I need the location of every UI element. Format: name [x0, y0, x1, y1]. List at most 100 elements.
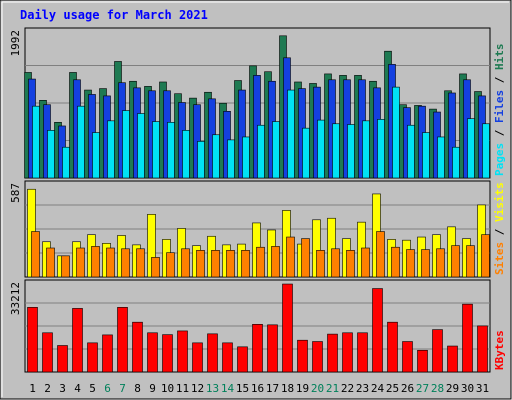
bar-kbytes-day-23: [357, 332, 368, 373]
series-pages: [32, 86, 490, 179]
bar-kbytes-day-18: [282, 283, 293, 373]
x-tick-label-day-7: 7: [119, 382, 126, 395]
x-tick-label-day-5: 5: [89, 382, 96, 395]
bar-sites-day-4: [76, 247, 85, 278]
bar-sites-day-25: [391, 246, 400, 278]
bar-kbytes-day-21: [327, 333, 338, 373]
bar-sites-day-2: [46, 247, 55, 278]
panel-max-label: 587: [9, 183, 22, 203]
series-label-pages: Pages: [493, 143, 506, 176]
bar-kbytes-day-25: [387, 321, 398, 373]
bar-kbytes-day-16: [252, 324, 263, 373]
x-tick-label-day-3: 3: [59, 382, 66, 395]
bar-kbytes-day-5: [87, 342, 98, 373]
x-tick-label-day-4: 4: [74, 382, 81, 395]
bar-pages-day-7: [122, 110, 130, 179]
series-label-kbytes: KBytes: [493, 330, 506, 370]
x-tick-label-day-14: 14: [221, 382, 235, 395]
x-tick-label-day-13: 13: [206, 382, 219, 395]
series-label-files: Files: [493, 90, 506, 123]
series-hits: [24, 35, 482, 179]
bar-pages-day-23: [362, 120, 370, 179]
x-tick-label-day-23: 23: [356, 382, 369, 395]
bar-pages-day-17: [272, 121, 280, 179]
series-files: [28, 57, 486, 179]
bar-sites-day-29: [451, 245, 460, 278]
panel-max-label: 33212: [9, 282, 22, 315]
bar-pages-day-2: [47, 130, 55, 179]
series-sites: [31, 231, 490, 278]
bar-kbytes-day-13: [207, 333, 218, 373]
bar-kbytes-day-17: [267, 324, 278, 373]
bar-sites-day-11: [181, 248, 190, 278]
bar-pages-day-1: [32, 105, 40, 179]
bar-kbytes-day-15: [237, 346, 248, 373]
bar-sites-day-10: [166, 252, 175, 278]
bar-sites-day-13: [211, 250, 220, 278]
bar-pages-day-11: [182, 130, 190, 179]
bar-pages-day-3: [62, 146, 70, 179]
bar-sites-day-17: [271, 246, 280, 278]
x-tick-label-day-27: 27: [416, 382, 429, 395]
bar-sites-day-30: [466, 245, 475, 278]
bar-sites-day-24: [376, 231, 385, 278]
bar-sites-day-31: [481, 234, 490, 278]
x-tick-label-day-30: 30: [461, 382, 474, 395]
bar-pages-day-22: [347, 124, 355, 179]
panel-series-labels: KBytes: [493, 330, 506, 370]
bar-pages-day-19: [302, 127, 310, 179]
bar-kbytes-day-8: [132, 321, 143, 373]
bar-pages-day-14: [227, 139, 235, 179]
chart-panels: 1992 Pages / Files / Hits 587 Sites / Visit…: [9, 27, 506, 373]
series-label-hits: Hits: [493, 44, 506, 71]
bar-pages-day-28: [437, 136, 445, 179]
bar-kbytes-day-29: [447, 345, 458, 373]
bar-kbytes-day-27: [417, 349, 428, 373]
bar-sites-day-3: [61, 255, 70, 278]
series-kbytes: [27, 283, 488, 373]
bar-sites-day-1: [31, 231, 40, 278]
series-label-sites: Sites: [493, 242, 506, 275]
bar-pages-day-4: [77, 105, 85, 179]
bar-pages-day-15: [242, 136, 250, 179]
bar-sites-day-20: [316, 250, 325, 278]
x-tick-label-day-16: 16: [251, 382, 264, 395]
x-tick-label-day-29: 29: [446, 382, 459, 395]
bar-sites-day-16: [256, 246, 265, 278]
bar-kbytes-day-26: [402, 341, 413, 373]
bar-pages-day-8: [137, 113, 145, 179]
x-tick-label-day-25: 25: [386, 382, 399, 395]
x-tick-label-day-8: 8: [134, 382, 141, 395]
bar-kbytes-day-11: [177, 330, 188, 373]
x-tick-label-day-26: 26: [401, 382, 414, 395]
x-tick-label-day-21: 21: [326, 382, 339, 395]
bar-kbytes-day-7: [117, 307, 128, 373]
x-tick-label-day-31: 31: [476, 382, 489, 395]
bar-sites-day-21: [331, 248, 340, 278]
x-tick-label-day-19: 19: [296, 382, 309, 395]
bar-files-day-29: [448, 92, 456, 179]
panel-series-labels: Sites / Visits: [493, 182, 506, 275]
bar-pages-day-30: [467, 118, 475, 179]
x-tick-label-day-10: 10: [161, 382, 174, 395]
bar-kbytes-day-6: [102, 334, 113, 373]
bar-sites-day-14: [226, 250, 235, 278]
x-tick-label-day-6: 6: [104, 382, 111, 395]
bar-files-day-15: [238, 89, 246, 179]
bar-pages-day-10: [167, 121, 175, 179]
x-tick-label-day-15: 15: [236, 382, 249, 395]
bar-sites-day-19: [301, 238, 310, 278]
panel-kbytes: 33212 KBytes: [9, 279, 506, 373]
x-tick-label-day-1: 1: [29, 382, 36, 395]
x-tick-label-day-22: 22: [341, 382, 354, 395]
x-tick-label-day-28: 28: [431, 382, 444, 395]
bar-kbytes-day-2: [42, 332, 53, 373]
bar-sites-day-27: [421, 249, 430, 278]
x-tick-label-day-18: 18: [281, 382, 294, 395]
bar-kbytes-day-12: [192, 342, 203, 373]
bar-kbytes-day-3: [57, 345, 68, 373]
panel-visits-sites: 587 Sites / Visits: [9, 180, 506, 278]
bar-pages-day-26: [407, 124, 415, 179]
bar-kbytes-day-1: [27, 307, 38, 373]
